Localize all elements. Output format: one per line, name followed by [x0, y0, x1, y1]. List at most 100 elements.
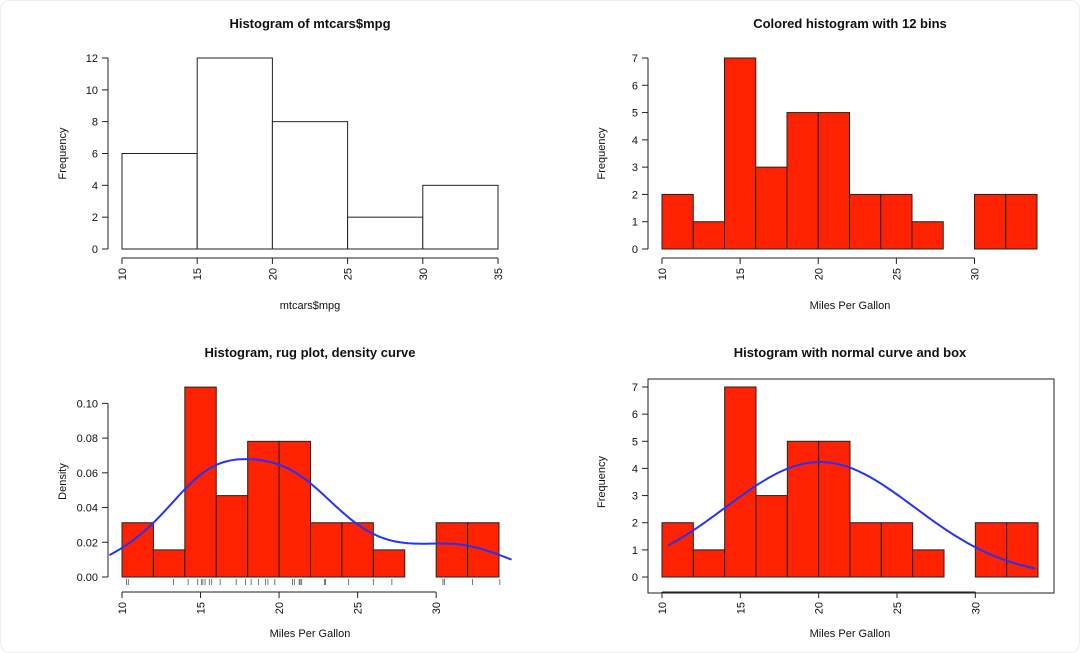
histogram-bar: [247, 440, 280, 578]
histogram-bar: [974, 193, 1007, 250]
x-tick-label: 25: [343, 268, 355, 280]
x-tick-label: 30: [431, 602, 443, 614]
histogram-bar: [724, 386, 757, 578]
histogram-bar: [422, 184, 499, 250]
y-tick-label: 7: [632, 53, 638, 65]
x-tick-label: 25: [892, 602, 904, 614]
x-tick-label: 20: [814, 602, 826, 614]
y-tick-label: 8: [92, 117, 98, 129]
y-tick-label: 2: [632, 518, 638, 530]
x-tick-label: 15: [735, 602, 747, 614]
y-tick-label: 6: [632, 409, 638, 421]
y-tick-label: 0.00: [77, 572, 98, 584]
y-tick-label: 4: [632, 135, 638, 147]
histogram-bar: [692, 549, 726, 578]
y-tick-label: 0.08: [77, 433, 98, 445]
chart-panel-4: Histogram with normal curve and box 0 1 2 3 4…: [596, 345, 1055, 640]
histogram-bar: [692, 221, 725, 250]
y-tick-label: 0: [92, 244, 98, 256]
y-tick-label: 4: [92, 180, 98, 192]
histogram-bar: [435, 522, 469, 578]
histogram-bar: [184, 386, 217, 578]
x-axis-label: mtcars$mpg: [280, 300, 341, 312]
chart-title: Histogram of mtcars$mpg: [229, 16, 390, 31]
x-tick-label: 15: [735, 268, 747, 280]
y-axis-label: Frequency: [57, 127, 69, 179]
x-axis-label: Miles Per Gallon: [810, 300, 891, 312]
histogram-bar: [152, 549, 186, 578]
x-tick-label: 10: [657, 602, 669, 614]
x-tick-label: 20: [267, 268, 279, 280]
x-tick-label: 20: [274, 602, 286, 614]
y-tick-label: 2: [632, 189, 638, 201]
histogram-bar: [786, 112, 819, 250]
x-tick-label: 10: [657, 268, 669, 280]
y-tick-label: 0: [632, 572, 638, 584]
density-curve: [108, 458, 512, 561]
x-tick-label: 10: [117, 602, 129, 614]
plot-box: [647, 378, 1055, 594]
y-tick-label: 7: [632, 382, 638, 394]
histogram-bar: [310, 522, 343, 578]
y-tick-label: 0.02: [77, 537, 98, 549]
x-axis-label: Miles Per Gallon: [810, 628, 891, 640]
histogram-bar: [121, 522, 154, 578]
histogram-bar: [215, 495, 249, 578]
y-tick-label: 2: [92, 212, 98, 224]
x-tick-label: 10: [117, 268, 129, 280]
histogram-bar: [347, 216, 424, 250]
chart-panel-2: Colored histogram with 12 bins 0 1 2 3 4 5 6 7 10…: [596, 16, 1038, 312]
histogram-bar: [755, 495, 788, 578]
y-tick-label: 3: [632, 491, 638, 503]
histogram-bar: [372, 549, 406, 578]
x-tick-label: 20: [813, 268, 825, 280]
y-tick-label: 0.10: [77, 398, 98, 410]
y-tick-label: 5: [632, 108, 638, 120]
y-tick-label: 3: [632, 162, 638, 174]
chart-panel-1: Histogram of mtcars$mpg 0 2 4 6 8 10 12 10 15 20 25…: [57, 16, 505, 312]
histogram-bar: [880, 193, 913, 250]
histogram-bar: [912, 549, 945, 578]
histogram-bar: [817, 112, 850, 250]
normal-curve: [667, 461, 1036, 570]
histogram-bar: [196, 57, 273, 250]
x-axis-label: Miles Per Gallon: [270, 628, 351, 640]
y-tick-label: 6: [632, 80, 638, 92]
y-tick-label: 0.06: [77, 468, 98, 480]
x-tick-label: 15: [196, 602, 208, 614]
x-tick-label: 25: [891, 268, 903, 280]
y-tick-label: 6: [92, 149, 98, 161]
x-tick-label: 30: [970, 268, 982, 280]
histogram-bar: [278, 440, 312, 578]
histogram-bar: [661, 522, 694, 578]
y-tick-label: 1: [632, 217, 638, 229]
histogram-bar: [880, 522, 914, 578]
histogram-bar: [661, 193, 694, 250]
y-tick-label: 10: [86, 85, 98, 97]
x-tick-label: 30: [970, 602, 982, 614]
histogram-bar: [724, 57, 757, 250]
histogram-bar: [911, 221, 944, 250]
y-tick-label: 5: [632, 436, 638, 448]
y-tick-label: 0.04: [77, 503, 98, 515]
y-axis-label: Density: [57, 463, 69, 500]
x-tick-label: 35: [493, 268, 505, 280]
chart-title: Colored histogram with 12 bins: [753, 16, 947, 31]
histogram-bar: [121, 153, 198, 250]
y-axis-label: Frequency: [596, 127, 608, 179]
y-tick-label: 12: [86, 53, 98, 65]
histogram-bar: [755, 166, 788, 250]
histogram-bar: [1005, 193, 1038, 250]
histogram-bar: [849, 193, 882, 250]
y-tick-label: 4: [632, 463, 638, 475]
histogram-bar: [271, 121, 349, 250]
x-tick-label: 25: [353, 602, 365, 614]
histogram-bar: [849, 522, 882, 578]
chart-title: Histogram, rug plot, density curve: [205, 345, 416, 360]
x-tick-label: 15: [192, 268, 204, 280]
y-axis-label: Frequency: [596, 456, 608, 508]
x-tick-label: 30: [418, 268, 430, 280]
y-tick-label: 0: [632, 244, 638, 256]
